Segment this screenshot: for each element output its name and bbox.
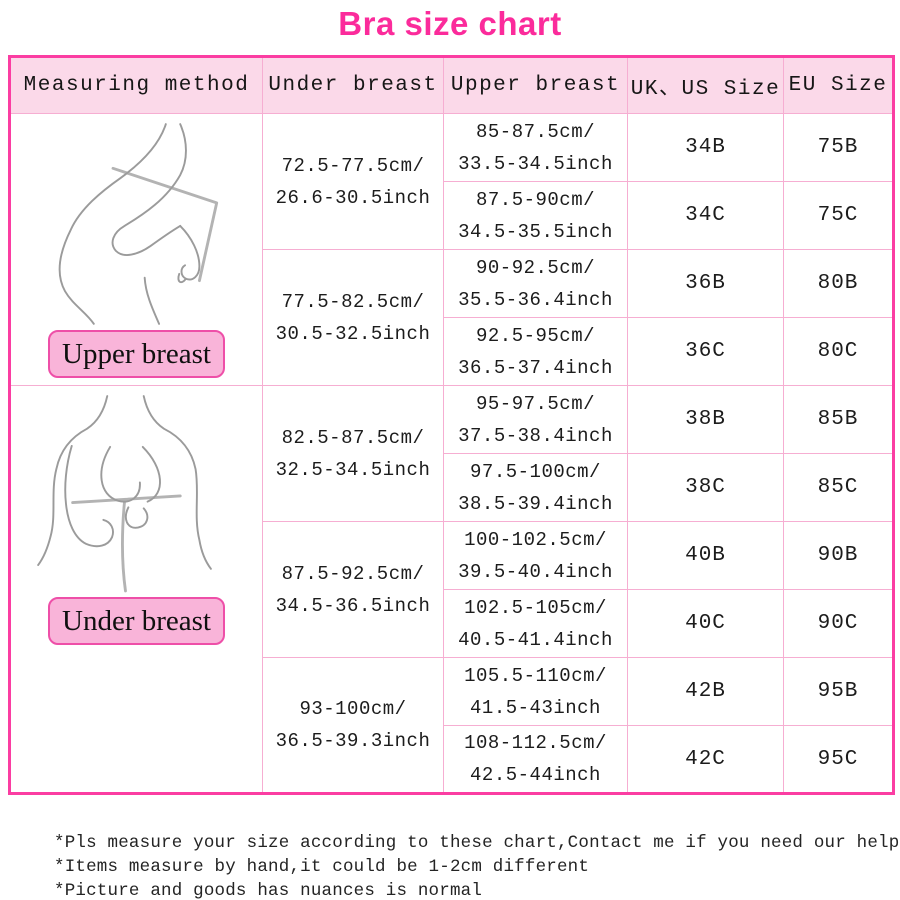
range-line: 93-100cm/ [299,698,407,720]
upper-breast-range: 102.5-105cm/ 40.5-41.4inch [443,589,628,658]
range-line: 85-87.5cm/ [475,120,596,143]
range-line: 32.5-34.5inch [275,458,431,481]
footnote: *Items measure by hand,it could be 1-2cm… [54,857,590,877]
range-line: 35.5-36.4inch [458,288,613,311]
range-line: 108-112.5cm/ [464,732,607,754]
under-breast-range: 77.5-82.5cm/ 30.5-32.5inch [262,249,444,386]
eu-size: 90B [783,521,894,590]
range-line: 30.5-32.5inch [275,322,431,345]
measuring-method-cell-upper: Upper breast [9,113,263,386]
range-line: 87.5-90cm/ [475,188,596,211]
col-header-uk-us-size: UK、US Size [627,56,784,114]
range-line: 102.5-105cm/ [464,596,607,619]
method-label-under-breast: Under breast [48,597,225,646]
table-row: Upper breast 72.5-77.5cm/ 26.6-30.5inch … [9,113,894,386]
range-line: 34.5-36.5inch [275,594,431,617]
uk-us-size: 36C [627,317,784,386]
uk-us-size: 40C [627,589,784,658]
under-breast-measuring-illustration [36,395,212,593]
table-row: Under breast 82.5-87.5cm/ 32.5-34.5inch … [9,385,894,794]
range-line: 42.5-44inch [470,764,601,786]
under-breast-range: 82.5-87.5cm/ 32.5-34.5inch [262,385,444,522]
upper-breast-range: 97.5-100cm/ 38.5-39.4inch [443,453,628,522]
upper-breast-range: 87.5-90cm/ 34.5-35.5inch [443,181,628,250]
range-line: 41.5-43inch [470,696,601,719]
range-line: 33.5-34.5inch [458,152,613,175]
range-line: 72.5-77.5cm/ [281,154,425,177]
upper-breast-range: 105.5-110cm/ 41.5-43inch [443,657,628,726]
range-line: 105.5-110cm/ [464,664,607,687]
table-row: 97.5-100cm/ 38.5-39.4inch 38C 85C [9,453,894,522]
measuring-method-cell-under: Under breast [9,385,263,794]
range-line: 95-97.5cm/ [475,392,596,415]
eu-size: 80C [783,317,894,386]
upper-breast-range: 95-97.5cm/ 37.5-38.4inch [443,385,628,454]
range-line: 40.5-41.4inch [458,628,613,651]
uk-us-size: 34B [627,113,784,182]
range-line: 36.5-39.3inch [275,730,431,752]
col-header-under-breast: Under breast [262,56,444,114]
page-title: Bra size chart [338,5,562,42]
header-row: Measuring method Under breast Upper brea… [9,56,894,114]
eu-size: 75C [783,181,894,250]
range-line: 36.5-37.4inch [458,356,613,379]
upper-breast-range: 100-102.5cm/ 39.5-40.4inch [443,521,628,590]
range-line: 100-102.5cm/ [464,528,607,551]
col-header-eu-size: EU Size [783,56,894,114]
uk-us-size: 36B [627,249,784,318]
under-breast-range: 87.5-92.5cm/ 34.5-36.5inch [262,521,444,658]
eu-size: 75B [783,113,894,182]
eu-size: 80B [783,249,894,318]
eu-size: 85C [783,453,894,522]
range-line: 97.5-100cm/ [470,460,601,483]
eu-size: 85B [783,385,894,454]
range-line: 38.5-39.4inch [458,492,613,515]
method-label-upper-breast: Upper breast [48,330,225,379]
col-header-measuring-method: Measuring method [9,56,263,114]
footnote: *Picture and goods has nuances is normal [54,881,483,900]
range-line: 39.5-40.4inch [458,560,613,583]
upper-breast-range: 85-87.5cm/ 33.5-34.5inch [443,113,628,182]
col-header-upper-breast: Upper breast [443,56,628,114]
range-line: 34.5-35.5inch [458,220,613,243]
range-line: 92.5-95cm/ [475,324,596,347]
uk-us-size: 40B [627,521,784,590]
uk-us-size: 38C [627,453,784,522]
uk-us-size: 42C [627,725,784,794]
under-breast-range: 93-100cm/ 36.5-39.3inch [262,657,444,794]
uk-us-size: 42B [627,657,784,726]
footnote: *Pls measure your size according to thes… [54,833,900,853]
upper-breast-range: 90-92.5cm/ 35.5-36.4inch [443,249,628,318]
range-line: 77.5-82.5cm/ [281,290,425,313]
range-line: 26.6-30.5inch [275,186,431,209]
upper-breast-range: 108-112.5cm/ 42.5-44inch [443,725,628,794]
range-line: 90-92.5cm/ [475,256,596,279]
eu-size: 90C [783,589,894,658]
eu-size: 95B [783,657,894,726]
range-line: 87.5-92.5cm/ [281,562,425,585]
under-breast-range: 72.5-77.5cm/ 26.6-30.5inch [262,113,444,250]
upper-breast-range: 92.5-95cm/ 36.5-37.4inch [443,317,628,386]
uk-us-size: 38B [627,385,784,454]
eu-size: 95C [783,725,894,794]
uk-us-size: 34C [627,181,784,250]
bra-size-table: Measuring method Under breast Upper brea… [8,55,895,795]
range-line: 82.5-87.5cm/ [281,426,425,449]
footnotes: *Pls measure your size according to thes… [54,831,900,900]
range-line: 37.5-38.4inch [458,424,613,447]
upper-breast-measuring-illustration [58,123,218,325]
